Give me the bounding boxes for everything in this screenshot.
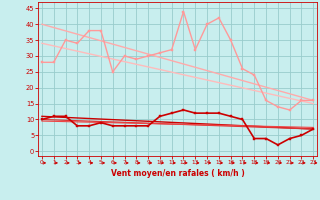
X-axis label: Vent moyen/en rafales ( km/h ): Vent moyen/en rafales ( km/h ) [111,169,244,178]
